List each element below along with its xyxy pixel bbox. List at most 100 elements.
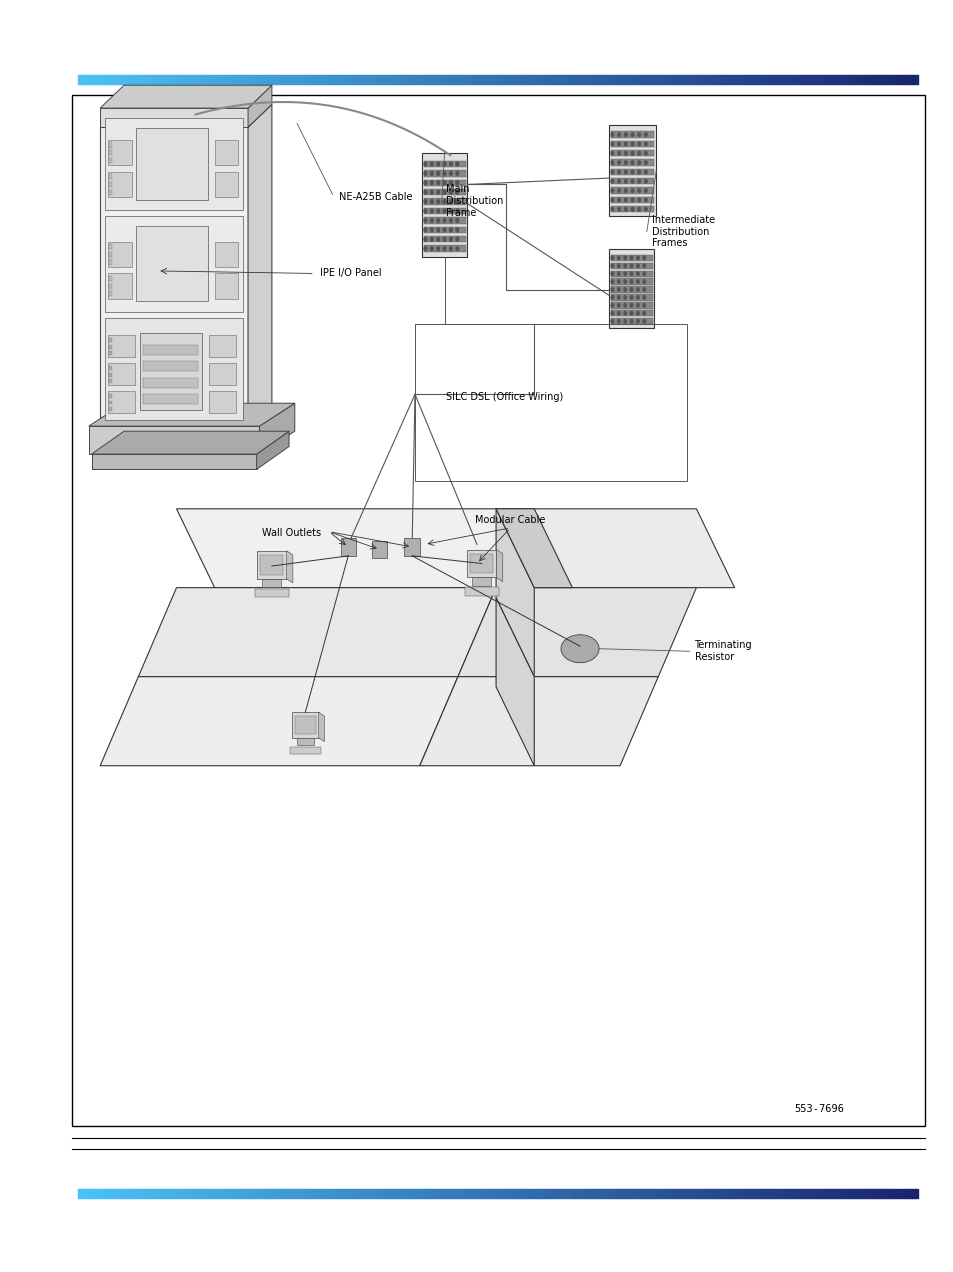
Circle shape xyxy=(436,172,439,176)
Bar xyxy=(109,142,112,148)
Circle shape xyxy=(611,207,613,211)
Circle shape xyxy=(611,265,613,267)
Circle shape xyxy=(630,312,632,315)
Circle shape xyxy=(638,207,639,211)
Bar xyxy=(464,588,498,595)
Circle shape xyxy=(456,228,458,232)
Bar xyxy=(143,361,198,371)
Circle shape xyxy=(617,280,619,284)
Bar xyxy=(610,159,654,165)
Bar xyxy=(610,303,652,309)
Bar xyxy=(608,249,654,328)
Circle shape xyxy=(644,160,646,164)
Bar xyxy=(109,345,112,349)
Bar xyxy=(610,271,652,277)
Bar xyxy=(610,150,654,156)
Circle shape xyxy=(442,238,445,242)
Circle shape xyxy=(624,142,626,146)
Circle shape xyxy=(644,142,646,146)
Circle shape xyxy=(611,256,613,259)
Bar xyxy=(214,140,238,165)
Circle shape xyxy=(423,238,427,242)
Circle shape xyxy=(430,172,433,176)
Circle shape xyxy=(631,151,633,155)
Circle shape xyxy=(430,162,433,165)
Circle shape xyxy=(636,304,639,307)
Circle shape xyxy=(442,181,445,184)
Circle shape xyxy=(642,256,645,259)
Bar xyxy=(140,333,202,410)
Circle shape xyxy=(617,287,619,291)
Circle shape xyxy=(623,265,626,267)
Circle shape xyxy=(449,181,452,184)
Circle shape xyxy=(456,162,458,165)
Bar xyxy=(294,716,315,734)
Bar xyxy=(254,589,289,597)
Circle shape xyxy=(623,280,626,284)
Circle shape xyxy=(642,312,645,315)
Bar xyxy=(108,172,132,197)
Bar xyxy=(109,394,112,398)
Text: NE-A25B Cable: NE-A25B Cable xyxy=(338,192,412,202)
Circle shape xyxy=(423,228,427,232)
Bar xyxy=(109,373,112,377)
Circle shape xyxy=(638,132,639,136)
Circle shape xyxy=(631,179,633,183)
Circle shape xyxy=(456,238,458,242)
Bar xyxy=(415,324,686,481)
Circle shape xyxy=(423,219,427,223)
Polygon shape xyxy=(91,454,256,469)
Circle shape xyxy=(423,162,427,165)
Circle shape xyxy=(430,238,433,242)
Circle shape xyxy=(631,160,633,164)
Text: Intermediate
Distribution
Frames: Intermediate Distribution Frames xyxy=(651,215,714,248)
Circle shape xyxy=(436,247,439,251)
Circle shape xyxy=(618,198,619,202)
Circle shape xyxy=(617,272,619,276)
Circle shape xyxy=(644,207,646,211)
Polygon shape xyxy=(176,509,534,588)
Circle shape xyxy=(449,247,452,251)
Circle shape xyxy=(611,179,613,183)
Bar xyxy=(404,538,419,556)
Circle shape xyxy=(631,132,633,136)
Bar xyxy=(423,198,465,205)
Circle shape xyxy=(618,179,619,183)
Circle shape xyxy=(618,142,619,146)
Bar xyxy=(109,291,112,296)
Bar xyxy=(109,150,112,155)
Circle shape xyxy=(636,295,639,299)
Circle shape xyxy=(449,219,452,223)
Bar xyxy=(109,379,112,383)
Circle shape xyxy=(436,181,439,184)
Circle shape xyxy=(630,319,632,323)
Bar xyxy=(108,335,134,357)
Circle shape xyxy=(449,209,452,212)
Circle shape xyxy=(624,170,626,174)
Circle shape xyxy=(442,209,445,212)
Circle shape xyxy=(611,188,613,192)
Circle shape xyxy=(638,179,639,183)
Polygon shape xyxy=(496,509,734,588)
Polygon shape xyxy=(100,104,272,127)
Bar xyxy=(108,391,134,413)
Bar xyxy=(109,158,112,163)
Bar xyxy=(610,294,652,300)
Circle shape xyxy=(638,198,639,202)
Circle shape xyxy=(611,319,613,323)
Text: Main
Distribution
Frame: Main Distribution Frame xyxy=(446,184,503,218)
Bar xyxy=(610,169,654,176)
Circle shape xyxy=(623,295,626,299)
Circle shape xyxy=(456,200,458,204)
Bar xyxy=(610,254,652,261)
Circle shape xyxy=(430,219,433,223)
Bar xyxy=(423,245,465,252)
Bar xyxy=(214,242,238,267)
Circle shape xyxy=(430,247,433,251)
Circle shape xyxy=(630,265,632,267)
Circle shape xyxy=(442,191,445,195)
Circle shape xyxy=(638,151,639,155)
Circle shape xyxy=(631,142,633,146)
Circle shape xyxy=(623,312,626,315)
Bar xyxy=(108,140,132,165)
